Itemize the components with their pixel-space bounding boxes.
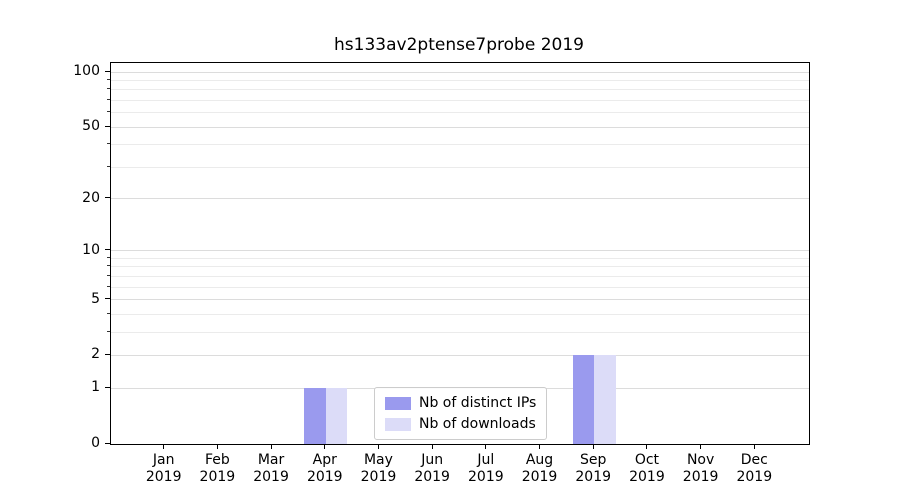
x-tick-mark [646, 444, 648, 449]
y-tick-label: 50 [82, 118, 100, 135]
x-tick-mark [592, 444, 594, 449]
y-gridline-minor [111, 286, 809, 288]
y-gridline-major [111, 71, 809, 73]
y-tick-mark [105, 125, 110, 127]
y-tick-label: 1 [91, 379, 100, 396]
y-gridline-minor [111, 89, 809, 91]
y-gridline-minor [111, 313, 809, 315]
y-gridline-minor [111, 266, 809, 268]
x-tick-label: Jul 2019 [468, 452, 504, 485]
legend-swatch-distinct-ips [385, 396, 411, 410]
x-tick-mark [163, 444, 165, 449]
bar-distinct-ips [572, 355, 595, 444]
x-tick-mark [485, 444, 487, 449]
y-tick-label: 10 [82, 241, 100, 258]
y-tick-mark-minor [107, 143, 110, 145]
x-tick-label: Oct 2019 [629, 452, 665, 485]
y-gridline-minor [111, 144, 809, 146]
y-tick-mark-minor [107, 274, 110, 276]
x-tick-mark [270, 444, 272, 449]
y-tick-mark-minor [107, 256, 110, 258]
y-gridline-minor [111, 166, 809, 168]
chart-title: hs133av2ptense7probe 2019 [334, 35, 584, 55]
x-tick-label: Apr 2019 [306, 452, 343, 485]
y-tick-mark [105, 353, 110, 355]
y-gridline-major [111, 299, 809, 301]
bar-downloads [594, 355, 616, 444]
y-gridline-minor [111, 257, 809, 259]
x-tick-label: Jan 2019 [145, 452, 182, 485]
y-tick-mark-minor [107, 330, 110, 332]
legend-item-distinct-ips: Nb of distinct IPs [385, 395, 536, 411]
y-gridline-minor [111, 112, 809, 114]
y-tick-mark-minor [107, 111, 110, 113]
legend-swatch-downloads [385, 417, 411, 431]
legend-label-downloads: Nb of downloads [419, 416, 536, 432]
y-tick-label: 20 [82, 189, 100, 206]
x-tick-label: May 2019 [360, 452, 397, 485]
y-tick-label: 0 [91, 435, 100, 451]
x-tick-mark [377, 444, 379, 449]
x-tick-mark [700, 444, 702, 449]
x-tick-label: Jun 2019 [414, 452, 450, 485]
legend: Nb of distinct IPs Nb of downloads [374, 387, 548, 440]
y-tick-mark-minor [107, 88, 110, 90]
y-gridline-minor [111, 275, 809, 277]
x-tick-label: Aug 2019 [521, 452, 558, 485]
x-tick-label: Sep 2019 [575, 452, 612, 485]
x-tick-label: Nov 2019 [682, 452, 719, 485]
y-tick-mark [105, 298, 110, 300]
y-gridline-major [111, 354, 809, 356]
x-tick-label: Dec 2019 [736, 452, 773, 485]
x-tick-mark [431, 444, 433, 449]
y-tick-mark-minor [107, 98, 110, 100]
x-tick-mark [324, 444, 326, 449]
y-tick-mark-minor [107, 165, 110, 167]
y-tick-label: 100 [73, 63, 100, 80]
y-tick-mark-minor [107, 78, 110, 80]
y-tick-mark [105, 70, 110, 72]
y-gridline-minor [111, 331, 809, 333]
x-tick-mark [539, 444, 541, 449]
y-tick-mark-minor [107, 265, 110, 267]
y-gridline-major [111, 250, 809, 252]
y-tick-mark-minor [107, 312, 110, 314]
y-tick-mark [105, 386, 110, 388]
plot-area [110, 62, 810, 445]
x-tick-label: Mar 2019 [253, 452, 289, 485]
legend-item-downloads: Nb of downloads [385, 416, 536, 432]
x-tick-mark [753, 444, 755, 449]
y-gridline-minor [111, 79, 809, 81]
legend-label-distinct-ips: Nb of distinct IPs [419, 395, 537, 411]
y-tick-mark [105, 197, 110, 199]
y-gridline-minor [111, 99, 809, 101]
y-tick-mark-minor [107, 285, 110, 287]
y-tick-label: 5 [91, 290, 100, 307]
y-gridline-major [111, 198, 809, 200]
y-tick-label: 2 [91, 346, 100, 363]
x-tick-mark [216, 444, 218, 449]
y-tick-mark [105, 442, 110, 444]
x-tick-label: Feb 2019 [199, 452, 236, 485]
bar-downloads [325, 388, 348, 444]
y-gridline-major [111, 126, 809, 128]
y-tick-mark [105, 249, 110, 251]
bar-distinct-ips [304, 388, 326, 444]
